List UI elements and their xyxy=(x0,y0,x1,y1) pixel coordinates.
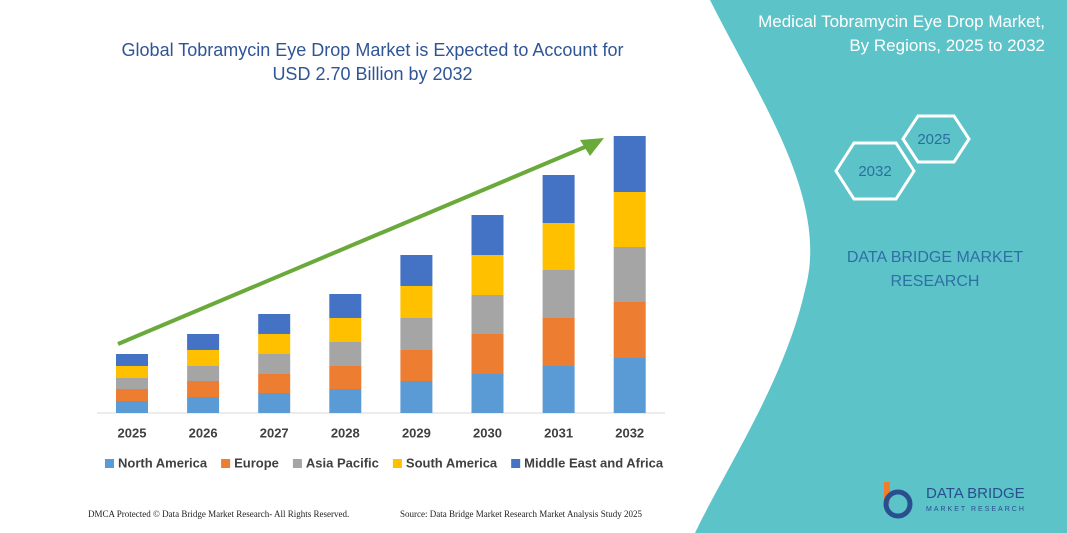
x-tick-label: 2027 xyxy=(260,425,289,440)
bar-segment xyxy=(542,223,575,270)
bar-segment xyxy=(187,334,220,350)
bar-segment xyxy=(116,378,148,389)
x-tick-label: 2030 xyxy=(473,425,502,440)
bar-segment xyxy=(471,374,504,413)
arrow-head xyxy=(580,138,604,156)
bar-segment xyxy=(258,314,291,334)
legend-swatch xyxy=(392,459,402,468)
bar-segment xyxy=(258,393,291,413)
legend-swatch xyxy=(105,459,114,468)
bar-segment xyxy=(471,255,504,295)
bar-segment xyxy=(187,366,220,381)
bar-segment xyxy=(116,366,148,378)
logo-tagline: MARKET RESEARCH xyxy=(926,506,1026,513)
bar-segment xyxy=(613,358,646,413)
side-panel xyxy=(695,0,1067,533)
legend-label: Europe xyxy=(234,455,279,470)
hex-label: 2032 xyxy=(858,163,891,180)
bar-segment xyxy=(116,389,148,401)
bar-segment xyxy=(258,374,291,393)
hexagon xyxy=(901,114,971,164)
bar-segment xyxy=(613,247,646,302)
bar-segment xyxy=(542,270,575,318)
bar-segment xyxy=(258,354,291,374)
legend-label: North America xyxy=(118,455,208,470)
bar-segment xyxy=(187,397,220,413)
logo-name: DATA BRIDGE xyxy=(926,485,1025,502)
bar-segment xyxy=(400,350,433,381)
legend-label: Middle East and Africa xyxy=(524,455,664,470)
chart-title: Global Tobramycin Eye Drop Market is Exp… xyxy=(121,40,624,84)
panel-title: Medical Tobramycin Eye Drop Market, By R… xyxy=(758,12,1045,55)
bar-segment xyxy=(329,342,362,366)
x-tick-label: 2028 xyxy=(331,425,360,440)
trend-arrow xyxy=(117,142,593,346)
legend-swatch xyxy=(221,459,231,468)
x-tick-label: 2025 xyxy=(118,425,147,440)
hexagon xyxy=(834,141,916,201)
bar-segment xyxy=(471,334,504,374)
bar-segment xyxy=(329,366,362,389)
bar-segment xyxy=(400,381,433,413)
legend-swatch xyxy=(292,459,302,468)
bar-segment xyxy=(329,389,362,413)
footer-left: DMCA Protected © Data Bridge Market Rese… xyxy=(88,509,349,519)
bar-segment xyxy=(542,366,575,413)
logo-icon xyxy=(883,482,913,519)
legend-swatch xyxy=(511,459,521,468)
bar-segment xyxy=(329,318,362,342)
x-tick-label: 2029 xyxy=(402,425,431,440)
bar-segment xyxy=(329,294,362,318)
bar-segment xyxy=(613,192,646,247)
panel-brand: DATA BRIDGE MARKET RESEARCH xyxy=(846,249,1024,290)
footer-right: Source: Data Bridge Market Research Mark… xyxy=(400,509,642,519)
x-tick-label: 2031 xyxy=(544,425,573,440)
bar-segment xyxy=(400,318,433,350)
bar-segment xyxy=(187,381,220,397)
bar-segment xyxy=(613,302,646,358)
bar-segment xyxy=(400,286,433,318)
bar-segment xyxy=(471,295,504,334)
x-tick-label: 2026 xyxy=(189,425,218,440)
bar-segment xyxy=(400,255,433,286)
x-tick-label: 2032 xyxy=(615,425,644,440)
legend-label: Asia Pacific xyxy=(306,455,379,470)
bar-segment xyxy=(187,350,220,366)
hex-label: 2025 xyxy=(917,131,950,148)
bar-segment xyxy=(542,175,575,223)
legend-label: South America xyxy=(406,455,498,470)
bar-segment xyxy=(116,354,148,366)
bar-segment xyxy=(542,318,575,366)
bar-segment xyxy=(116,401,148,413)
bar-segment xyxy=(613,136,646,192)
bar-segment xyxy=(471,215,504,255)
bar-segment xyxy=(258,334,291,354)
